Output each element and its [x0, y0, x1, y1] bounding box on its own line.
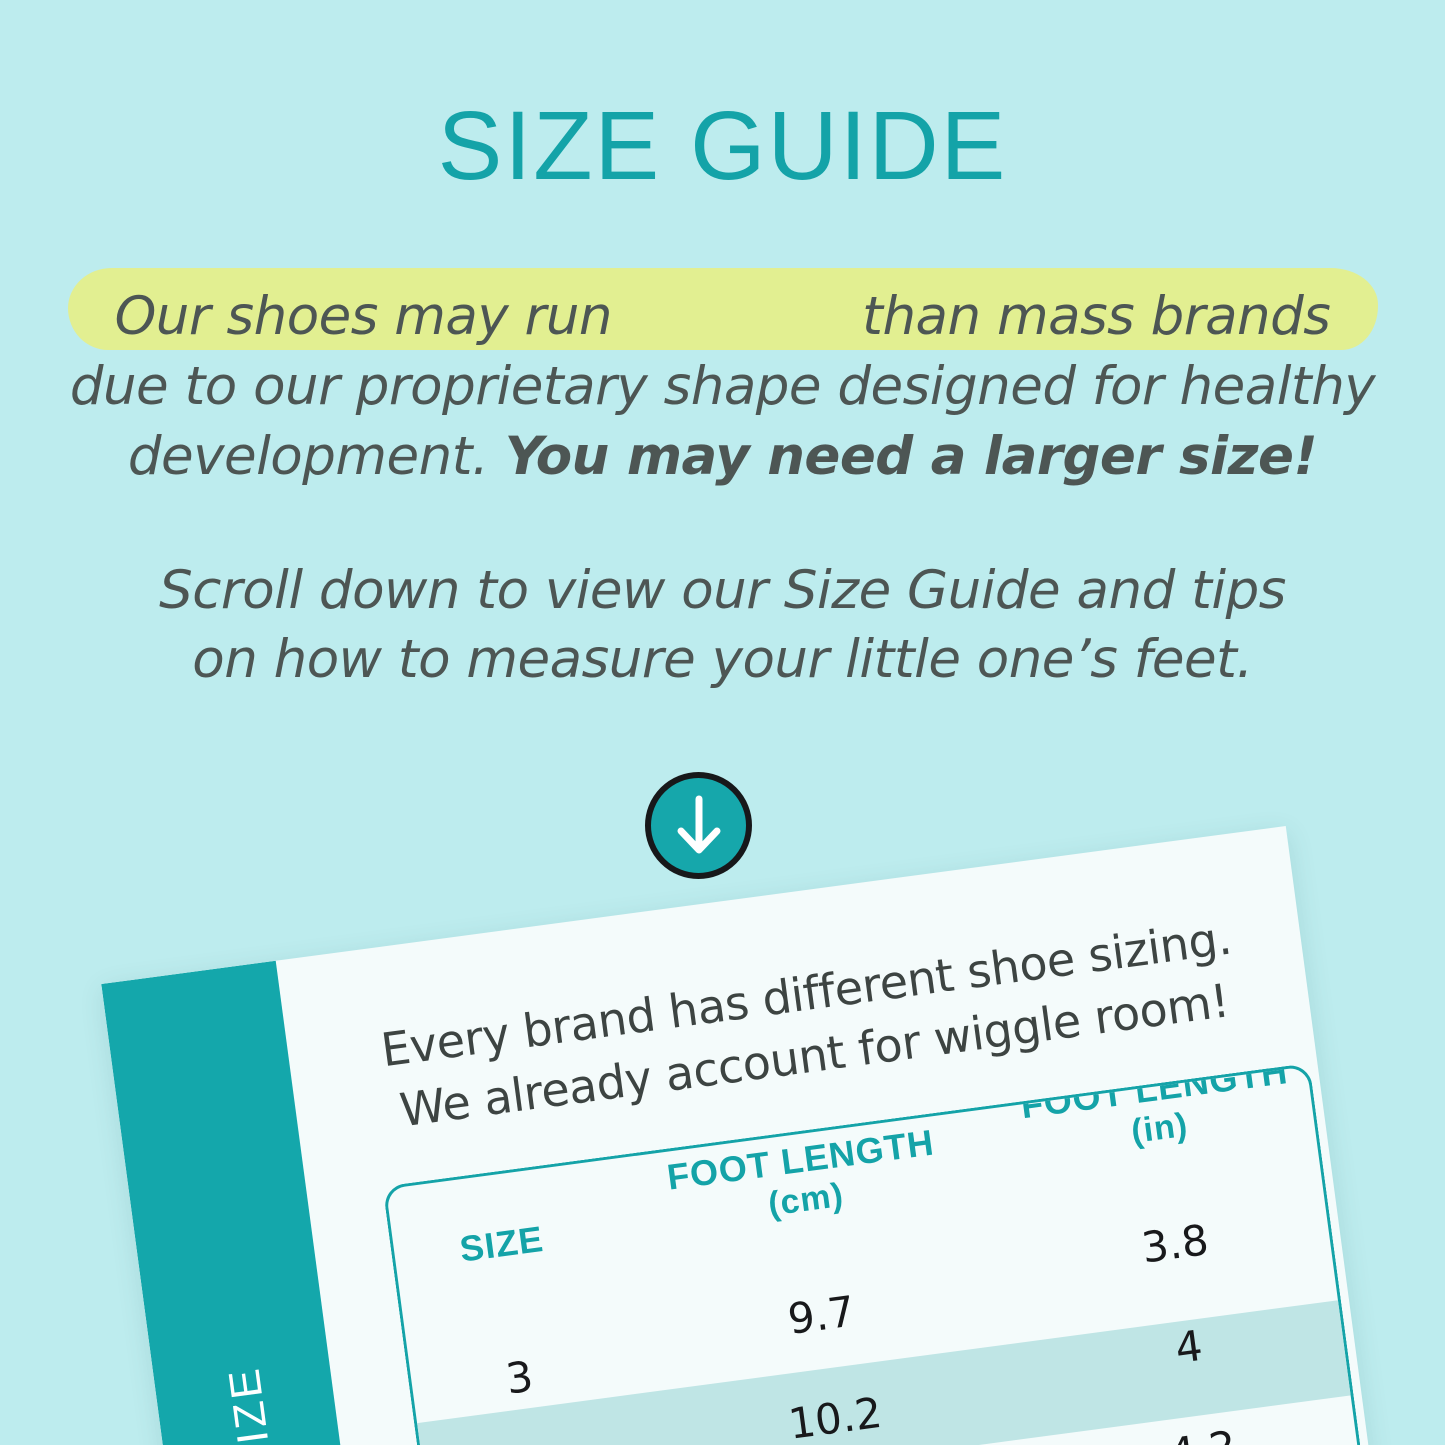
- intro-line-1: Our shoes may run smaller than mass bran…: [50, 268, 1395, 352]
- scroll-down-button[interactable]: [645, 772, 752, 879]
- intro-line-3-pre: development.: [127, 426, 505, 487]
- column-header-size: SIZE: [392, 1210, 610, 1278]
- column-header-size-label: SIZE: [457, 1217, 546, 1270]
- scroll-prompt-line-1: Scroll down to view our Size Guide and t…: [159, 560, 1286, 621]
- arrow-down-icon: [676, 795, 722, 857]
- cell-in: 3.8: [1138, 1214, 1212, 1272]
- size-side-band-label: SIZE: [219, 1363, 283, 1445]
- intro-line-2: due to our proprietary shape designed fo…: [69, 356, 1376, 417]
- column-header-foot-length-cm: FOOT LENGTH (cm): [600, 1114, 1007, 1246]
- highlighter-blob: [68, 268, 1378, 350]
- scroll-prompt: Scroll down to view our Size Guide and t…: [50, 556, 1395, 694]
- scroll-prompt-line-2: on how to measure your little one’s feet…: [192, 629, 1253, 690]
- page-title: SIZE GUIDE: [437, 91, 1008, 200]
- cell-cm: 10.2: [785, 1387, 885, 1445]
- intro-line-1-pre: Our shoes may run: [114, 286, 629, 347]
- intro-paragraph: Our shoes may run smaller than mass bran…: [50, 268, 1395, 492]
- column-header-foot-length-in: FOOT LENGTH (in): [993, 1063, 1321, 1169]
- intro-line-3-bold: You may need a larger size!: [504, 426, 1318, 487]
- intro-line-3: development. You may need a larger size!: [50, 422, 1395, 492]
- size-chart-card: SIZE Every brand has different shoe sizi…: [101, 825, 1387, 1445]
- intro-line-1-post: than mass brands: [845, 286, 1331, 347]
